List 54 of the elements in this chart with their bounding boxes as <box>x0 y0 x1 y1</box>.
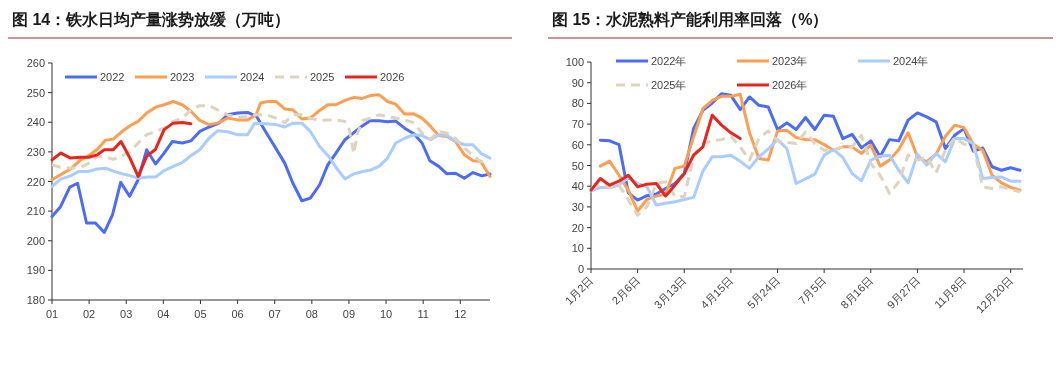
y-tick-label: 100 <box>565 56 584 68</box>
y-tick-label: 230 <box>26 145 45 158</box>
x-tick-label: 8月16日 <box>838 273 876 311</box>
chart-title: 图 15：水泥熟料产能利用率回落（%） <box>552 10 829 29</box>
x-tick-label: 12 <box>454 308 467 320</box>
y-tick-label: 10 <box>571 242 584 255</box>
x-tick-label: 11 <box>417 308 429 320</box>
y-tick-label: 180 <box>26 294 45 306</box>
y-tick-label: 20 <box>571 221 584 234</box>
y-tick-label: 80 <box>571 97 584 110</box>
x-tick-label: 07 <box>268 308 281 320</box>
x-tick-label: 5月24日 <box>744 273 782 311</box>
x-tick-label: 7月5日 <box>795 273 829 307</box>
x-tick-label: 06 <box>231 308 244 320</box>
x-tick-label: 4月15日 <box>698 273 736 311</box>
y-tick-label: 90 <box>571 76 584 89</box>
legend-label: 2026年 <box>772 79 808 91</box>
y-tick-label: 40 <box>571 180 584 193</box>
x-tick-label: 08 <box>305 308 318 320</box>
legend-label: 2024年 <box>893 55 929 67</box>
x-tick-label: 10 <box>379 308 393 320</box>
y-tick-label: 60 <box>571 138 584 151</box>
x-tick-label: 9月27日 <box>884 273 922 311</box>
x-tick-label: 03 <box>120 308 133 320</box>
y-tick-label: 240 <box>26 116 45 129</box>
legend-label: 2023年 <box>772 55 808 67</box>
legend-label: 2025年 <box>651 79 687 91</box>
legend-label: 2025 <box>310 71 335 83</box>
x-tick-label: 2月6日 <box>609 273 643 307</box>
y-tick-label: 260 <box>26 57 45 69</box>
legend-label: 2024 <box>240 71 265 83</box>
y-tick-label: 30 <box>571 200 584 213</box>
y-tick-label: 70 <box>571 118 584 131</box>
x-tick-label: 1月2日 <box>562 273 596 307</box>
y-tick-label: 0 <box>577 263 584 275</box>
legend-label: 2026 <box>380 71 405 83</box>
legend-label: 2022 <box>100 71 125 83</box>
x-tick-label: 01 <box>45 308 59 320</box>
legend-label: 2023 <box>170 71 195 83</box>
y-tick-label: 210 <box>26 205 45 218</box>
x-tick-label: 05 <box>194 308 207 320</box>
y-tick-label: 200 <box>26 234 45 247</box>
y-tick-label: 50 <box>571 159 584 172</box>
x-tick-label: 09 <box>342 308 356 320</box>
y-tick-label: 220 <box>26 175 45 188</box>
x-tick-label: 04 <box>157 308 170 320</box>
legend-label: 2022年 <box>651 55 687 67</box>
chart-title: 图 14：铁水日均产量涨势放缓（万吨） <box>12 11 291 29</box>
x-tick-label: 12月20日 <box>973 273 1016 316</box>
x-tick-label: 02 <box>82 308 96 320</box>
y-tick-label: 190 <box>26 264 45 277</box>
x-tick-label: 11月8日 <box>932 273 969 311</box>
x-tick-label: 3月13日 <box>651 273 689 311</box>
y-tick-label: 250 <box>26 86 45 99</box>
